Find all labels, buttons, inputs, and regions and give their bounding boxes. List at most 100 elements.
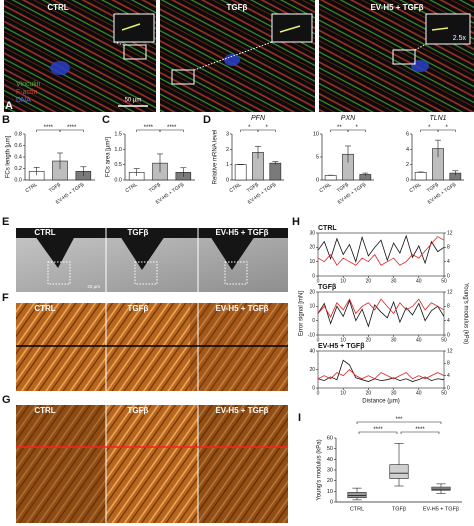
image-label: EV-H5 + TGFβ xyxy=(215,228,268,237)
y-tick-label: 0 xyxy=(406,177,409,183)
y-tick-label: 0.0 xyxy=(14,177,22,183)
y-axis-label: Relative mRNA level xyxy=(213,130,219,185)
x-tick-label: 0 xyxy=(317,390,320,396)
y-tick-label: 20 xyxy=(327,478,333,484)
y-tick-label: 10 xyxy=(309,259,315,265)
significance-label: **** xyxy=(415,427,425,433)
significance-bracket xyxy=(356,421,442,424)
x-tick-label: 40 xyxy=(416,337,422,343)
x-tick-label: 10 xyxy=(340,390,346,396)
y2-tick-label: 0 xyxy=(447,273,450,279)
y2-tick-label: 12 xyxy=(447,289,453,295)
image-label: CTRL xyxy=(47,3,68,12)
x-tick-label: 20 xyxy=(366,278,372,284)
panel-letter: E xyxy=(2,216,9,228)
y-tick-label: 50 xyxy=(327,446,333,452)
y2-tick-label: 12 xyxy=(447,230,453,236)
image-label: CTRL xyxy=(34,304,55,313)
significance-bracket xyxy=(347,129,366,132)
y-tick-label: 0 xyxy=(316,177,319,183)
y-tick-label: 2 xyxy=(406,162,409,168)
afm-modulus-images xyxy=(16,405,288,523)
x-tick-label: 50 xyxy=(441,278,447,284)
image-label: CTRL xyxy=(34,406,55,415)
bar xyxy=(234,164,247,181)
significance-label: **** xyxy=(67,125,77,131)
image-label: EV-H5 + TGFβ xyxy=(370,3,423,12)
x-tick-label: CTRL xyxy=(318,182,332,195)
significance-bracket xyxy=(159,129,184,132)
significance-bracket xyxy=(358,431,398,434)
micrograph-row xyxy=(4,0,474,112)
box xyxy=(389,464,409,479)
y-tick-label: 4 xyxy=(406,147,409,153)
y-tick-label: 0.5 xyxy=(114,162,122,168)
scale-bar-label: 50 µm xyxy=(125,98,142,104)
y-axis-label: Young's modulus (kPa) xyxy=(317,439,323,500)
y2-tick-label: 4 xyxy=(447,373,450,379)
significance-bracket xyxy=(257,129,276,132)
x-tick-label: 40 xyxy=(416,390,422,396)
y-tick-label: 40 xyxy=(309,348,315,354)
panel-letter: C xyxy=(102,114,110,126)
trace-line xyxy=(317,368,445,380)
x-tick-label: CTRL xyxy=(24,182,38,195)
y2-tick-label: 8 xyxy=(447,304,450,310)
significance-bracket xyxy=(437,129,456,132)
y-tick-label: 0 xyxy=(312,273,315,279)
afm-height-images xyxy=(16,303,288,391)
chart-title: TGFβ xyxy=(318,284,337,291)
trace-line xyxy=(317,234,445,265)
y2-tick-label: 0 xyxy=(447,332,450,338)
y-axis-label: FCs area [µm²] xyxy=(106,137,112,177)
y-tick-label: 0.0 xyxy=(114,177,122,183)
y-tick-label: 10 xyxy=(309,304,315,310)
x-tick-label: TGFβ xyxy=(48,182,62,194)
y-tick-label: 20 xyxy=(309,245,315,251)
y2-tick-label: 8 xyxy=(447,361,450,367)
image-label: TGFβ xyxy=(128,304,149,313)
x-tick-label: 30 xyxy=(391,390,397,396)
stain-label: Vinculin xyxy=(16,81,40,88)
significance-label: ** xyxy=(337,125,342,131)
y-tick-label: 30 xyxy=(309,230,315,236)
plot-frame xyxy=(317,232,445,277)
chart-title: EV-H5 + TGFβ xyxy=(318,343,365,350)
x-tick-label: 20 xyxy=(366,337,372,343)
x-tick-label: EV-H5 + TGFβ xyxy=(423,506,459,512)
y-tick-label: 5 xyxy=(316,154,319,160)
x-tick-label: 0 xyxy=(317,337,320,343)
x-tick-label: TGFβ xyxy=(148,182,162,194)
x-tick-label: CTRL xyxy=(408,182,422,195)
x-tick-label: 0 xyxy=(317,278,320,284)
y-axis-label: Error signal [mN] xyxy=(299,291,305,336)
panel-letter: G xyxy=(2,394,11,406)
y-tick-label: 0 xyxy=(312,318,315,324)
panel-letter: F xyxy=(2,292,9,304)
image-label: CTRL xyxy=(34,228,55,237)
x-tick-label: 50 xyxy=(441,337,447,343)
x-tick-label: CTRL xyxy=(228,182,242,195)
significance-label: * xyxy=(445,125,448,131)
y-tick-label: 6 xyxy=(406,131,409,137)
chart-title: TLN1 xyxy=(429,115,446,122)
x-tick-label: 10 xyxy=(340,278,346,284)
significance-label: **** xyxy=(167,125,177,131)
zoom-label: 2.5x xyxy=(453,35,467,42)
x-tick-label: 30 xyxy=(391,337,397,343)
x-tick-label: 10 xyxy=(340,337,346,343)
x-tick-label: 40 xyxy=(416,278,422,284)
bar xyxy=(414,172,427,181)
x-tick-label: CTRL xyxy=(124,182,138,195)
significance-bracket xyxy=(400,431,440,434)
y-tick-label: 20 xyxy=(309,289,315,295)
significance-label: **** xyxy=(44,125,54,131)
y-tick-label: 0.6 xyxy=(14,143,22,149)
y-tick-label: 1 xyxy=(226,162,229,168)
significance-label: **** xyxy=(373,427,383,433)
panel-letter: I xyxy=(298,412,301,424)
box xyxy=(431,486,451,491)
image-label: EV-H5 + TGFβ xyxy=(215,406,268,415)
y-tick-label: 0 xyxy=(330,499,333,505)
scale-bar-label: 20 µm xyxy=(87,284,100,289)
